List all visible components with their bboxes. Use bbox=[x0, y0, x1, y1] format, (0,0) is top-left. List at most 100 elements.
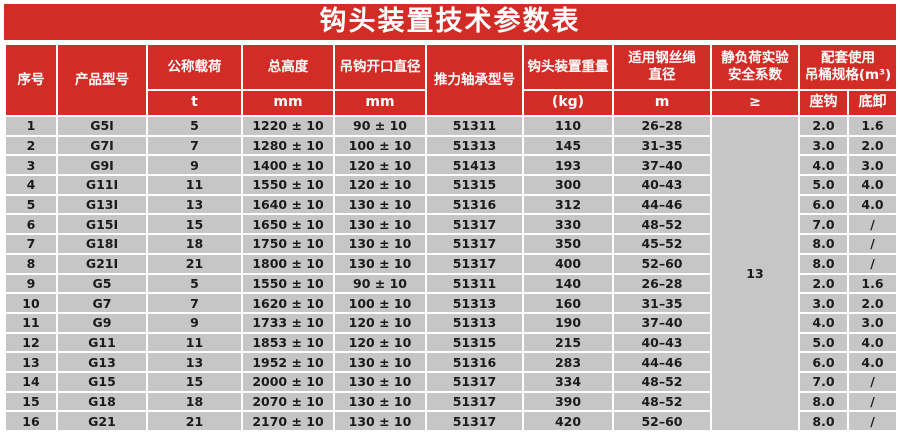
cell-load: 5 bbox=[146, 272, 243, 295]
cell-bucket-seat: 6.0 bbox=[798, 193, 849, 216]
cell-rope: 31–35 bbox=[612, 292, 712, 314]
cell-serial: 3 bbox=[4, 154, 58, 177]
cell-bucket-bottom: 4.0 bbox=[846, 331, 899, 354]
cell-load: 7 bbox=[146, 134, 243, 157]
cell-rope: 31–35 bbox=[612, 134, 712, 157]
cell-bearing: 51315 bbox=[425, 331, 524, 354]
col-header-weight: 钩头装置重量 bbox=[522, 43, 614, 91]
table-row: 11 G9 9 1733 ± 10 120 ± 10 51313 190 37–40 4.0 3.… bbox=[4, 311, 899, 334]
cell-model: G9 bbox=[56, 311, 148, 334]
cell-bucket-seat: 2.0 bbox=[798, 115, 849, 137]
cell-bucket-seat: 6.0 bbox=[798, 351, 849, 373]
cell-serial: 16 bbox=[4, 410, 58, 432]
cell-load: 18 bbox=[146, 233, 243, 255]
cell-bucket-seat: 8.0 bbox=[798, 252, 849, 275]
cell-opening: 120 ± 10 bbox=[333, 331, 427, 354]
cell-bearing: 51313 bbox=[425, 134, 524, 157]
cell-weight: 160 bbox=[522, 292, 614, 314]
cell-model: G5 bbox=[56, 272, 148, 295]
cell-model: G11 bbox=[56, 331, 148, 354]
cell-bearing: 51315 bbox=[425, 174, 524, 196]
cell-load: 15 bbox=[146, 370, 243, 393]
cell-bucket-bottom: / bbox=[846, 233, 899, 255]
cell-rope: 40–43 bbox=[612, 331, 712, 354]
cell-height: 1853 ± 10 bbox=[241, 331, 335, 354]
cell-model: G7Ⅰ bbox=[56, 134, 148, 157]
cell-bearing: 51311 bbox=[425, 115, 524, 137]
table-body: 1 G5Ⅰ 5 1220 ± 10 90 ± 10 51311 110 26–28 13 2.0 1… bbox=[4, 115, 899, 432]
cell-serial: 5 bbox=[4, 193, 58, 216]
subcol-bucket-seat: 座钩 bbox=[798, 89, 849, 117]
cell-bucket-bottom: 2.0 bbox=[846, 134, 899, 157]
cell-rope: 45–52 bbox=[612, 233, 712, 255]
table-row: 14 G15 15 2000 ± 10 130 ± 10 51317 334 48–52 7.0… bbox=[4, 370, 899, 393]
cell-rope: 37–40 bbox=[612, 154, 712, 177]
col-header-bucket: 配套使用 吊桶规格(m³) bbox=[797, 43, 899, 91]
cell-rope: 48–52 bbox=[612, 390, 712, 413]
cell-opening: 130 ± 10 bbox=[333, 233, 427, 255]
cell-bucket-bottom: 3.0 bbox=[846, 311, 899, 334]
cell-model: G9Ⅰ bbox=[56, 154, 148, 177]
cell-bucket-seat: 5.0 bbox=[798, 174, 849, 196]
page-title: 钩头装置技术参数表 bbox=[4, 4, 896, 40]
table-row: 15 G18 18 2070 ± 10 130 ± 10 51317 390 48–52 8.0… bbox=[4, 390, 899, 413]
col-header-height: 总高度 bbox=[241, 43, 335, 91]
table-row: 4 G11Ⅰ 11 1550 ± 10 120 ± 10 51315 300 40–43 5.0… bbox=[4, 174, 899, 196]
col-header-bearing: 推力轴承型号 bbox=[425, 43, 524, 117]
cell-weight: 334 bbox=[522, 370, 614, 393]
cell-rope: 52–60 bbox=[612, 252, 712, 275]
cell-height: 2170 ± 10 bbox=[241, 410, 335, 432]
cell-bucket-seat: 5.0 bbox=[798, 331, 849, 354]
cell-weight: 140 bbox=[522, 272, 614, 295]
cell-rope: 48–52 bbox=[612, 370, 712, 393]
cell-opening: 100 ± 10 bbox=[333, 134, 427, 157]
cell-weight: 145 bbox=[522, 134, 614, 157]
cell-height: 1550 ± 10 bbox=[241, 272, 335, 295]
cell-model: G21 bbox=[56, 410, 148, 432]
cell-bucket-seat: 7.0 bbox=[798, 370, 849, 393]
cell-weight: 312 bbox=[522, 193, 614, 216]
col-header-serial: 序号 bbox=[4, 43, 58, 117]
cell-bearing: 51313 bbox=[425, 311, 524, 334]
cell-bucket-bottom: 4.0 bbox=[846, 174, 899, 196]
cell-weight: 215 bbox=[522, 331, 614, 354]
cell-serial: 10 bbox=[4, 292, 58, 314]
cell-weight: 330 bbox=[522, 213, 614, 236]
cell-bucket-seat: 8.0 bbox=[798, 390, 849, 413]
cell-bucket-seat: 3.0 bbox=[798, 292, 849, 314]
cell-load: 11 bbox=[146, 174, 243, 196]
cell-load: 13 bbox=[146, 351, 243, 373]
cell-weight: 350 bbox=[522, 233, 614, 255]
cell-bucket-seat: 4.0 bbox=[798, 311, 849, 334]
cell-load: 11 bbox=[146, 331, 243, 354]
col-header-safety: 静负荷实验 安全系数 bbox=[710, 43, 800, 91]
cell-opening: 120 ± 10 bbox=[333, 174, 427, 196]
cell-model: G11Ⅰ bbox=[56, 174, 148, 196]
cell-serial: 1 bbox=[4, 115, 58, 137]
cell-model: G5Ⅰ bbox=[56, 115, 148, 137]
cell-rope: 26–28 bbox=[612, 272, 712, 295]
unit-safety: ≥ bbox=[710, 89, 800, 117]
cell-load: 9 bbox=[146, 311, 243, 334]
cell-opening: 120 ± 10 bbox=[333, 311, 427, 334]
cell-height: 1400 ± 10 bbox=[241, 154, 335, 177]
cell-bucket-seat: 8.0 bbox=[798, 410, 849, 432]
cell-load: 7 bbox=[146, 292, 243, 314]
cell-load: 9 bbox=[146, 154, 243, 177]
cell-rope: 37–40 bbox=[612, 311, 712, 334]
table-row: 8 G21Ⅰ 21 1800 ± 10 130 ± 10 51317 400 52–60 8.0… bbox=[4, 252, 899, 275]
cell-model: G15 bbox=[56, 370, 148, 393]
cell-bearing: 51316 bbox=[425, 193, 524, 216]
header-row-main: 序号 产品型号 公称载荷 总高度 吊钩开口直径 推力轴承型号 钩头装置重量 适用… bbox=[4, 43, 899, 117]
table-row: 10 G7 7 1620 ± 10 100 ± 10 51313 160 31–35 3.0 2.… bbox=[4, 292, 899, 314]
cell-serial: 13 bbox=[4, 351, 58, 373]
cell-model: G18Ⅰ bbox=[56, 233, 148, 255]
cell-bucket-bottom: 2.0 bbox=[846, 292, 899, 314]
cell-model: G21Ⅰ bbox=[56, 252, 148, 275]
cell-height: 1650 ± 10 bbox=[241, 213, 335, 236]
cell-bucket-bottom: / bbox=[846, 213, 899, 236]
cell-rope: 48–52 bbox=[612, 213, 712, 236]
cell-serial: 12 bbox=[4, 331, 58, 354]
cell-height: 1800 ± 10 bbox=[241, 252, 335, 275]
cell-weight: 420 bbox=[522, 410, 614, 432]
